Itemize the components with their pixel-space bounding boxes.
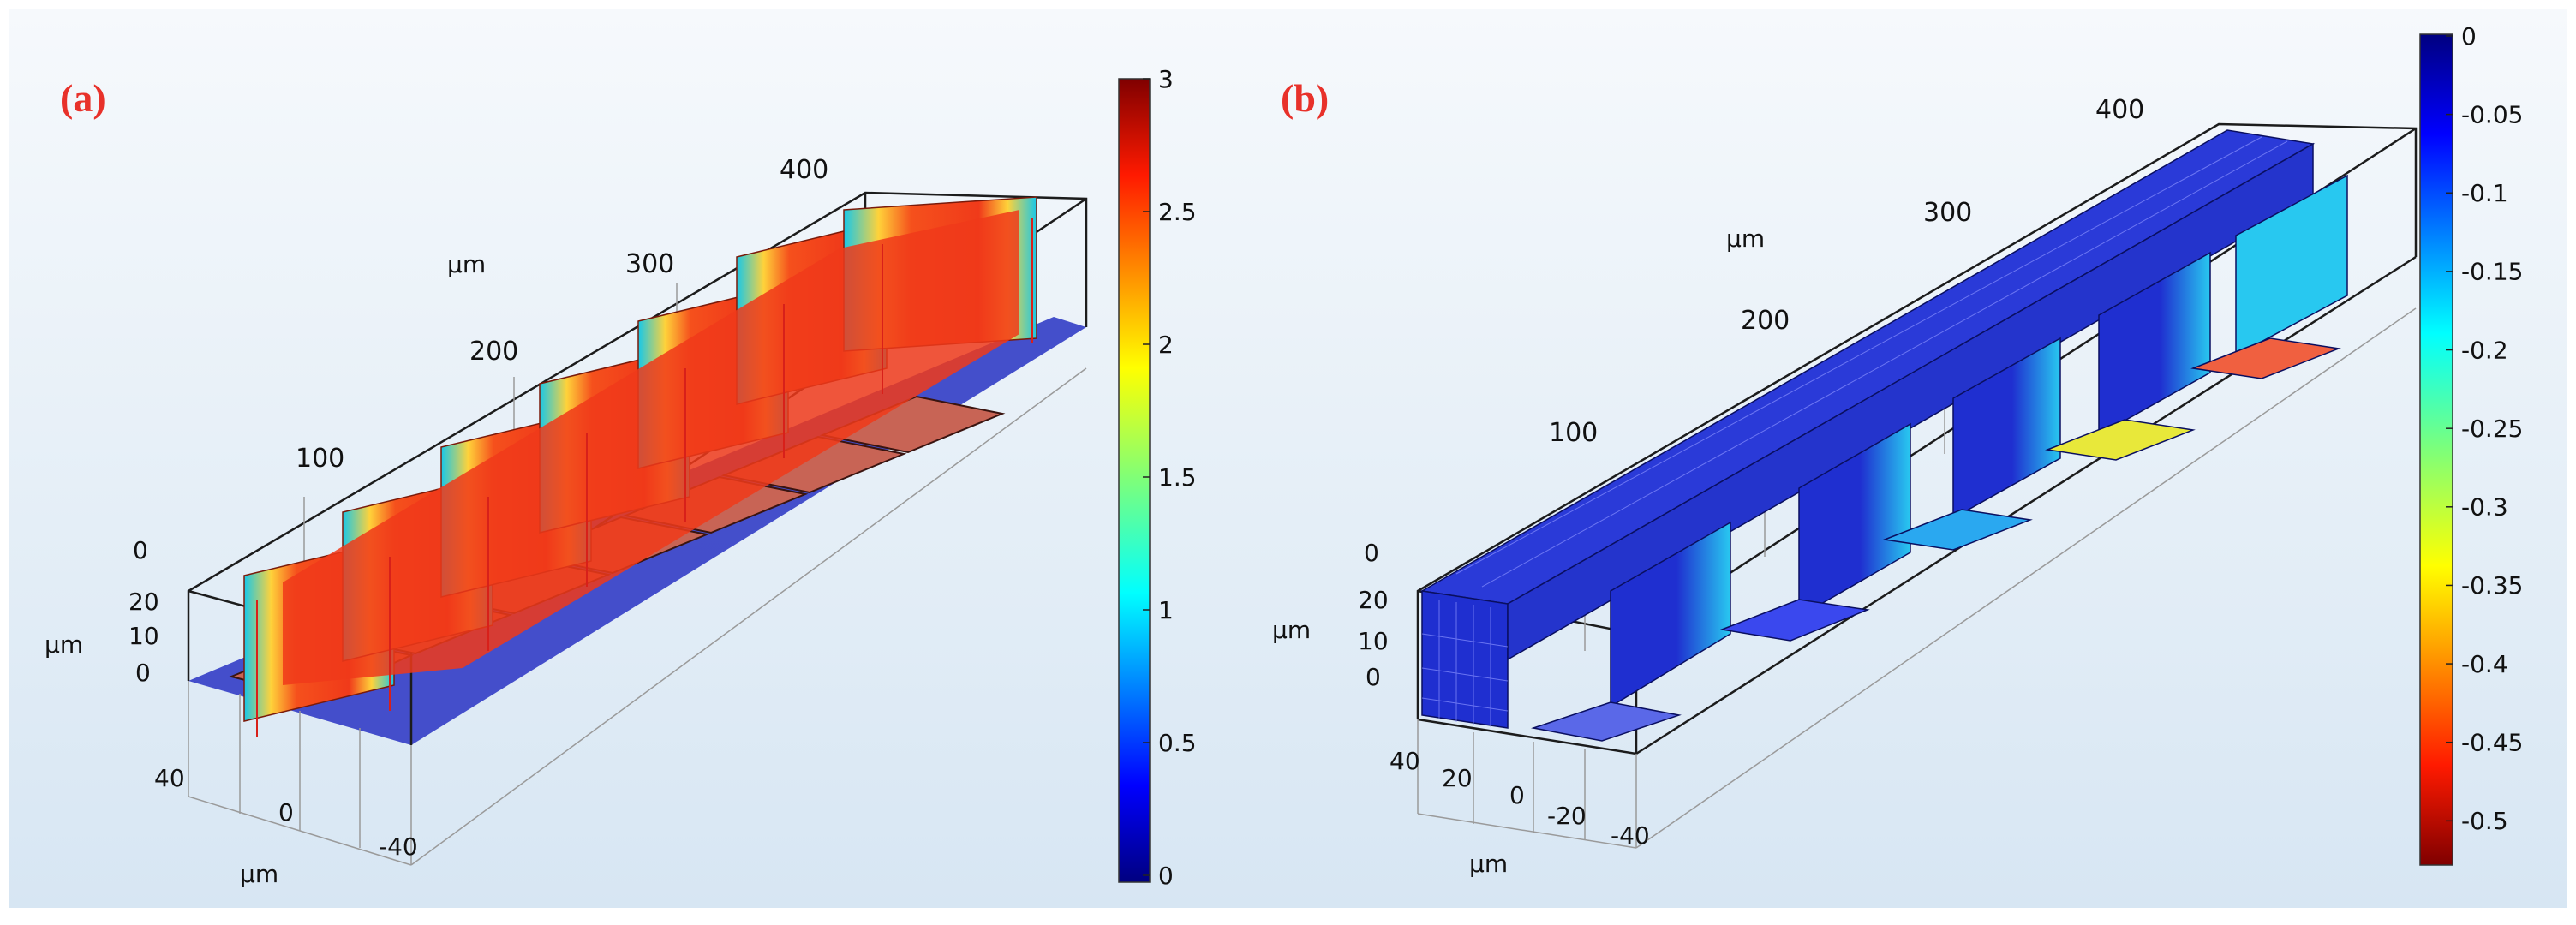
colorbar-tick-label: 0.5: [1158, 729, 1197, 757]
colorbar-tick-label: -0.3: [2461, 493, 2508, 522]
panel-b-label: (b): [1281, 76, 1329, 120]
fin: [2098, 251, 2211, 437]
panel-b-blocks: [1419, 129, 2316, 729]
colorbar-tick-label: 1.5: [1158, 463, 1197, 492]
colorbar-tick-label: 1: [1158, 596, 1174, 624]
colorbar-tick-label: -0.25: [2461, 415, 2523, 443]
panel-b-width-tick: -20: [1547, 802, 1587, 830]
panel-b-length-tick: 200: [1741, 306, 1790, 336]
panel-a-height-tick: 0: [135, 659, 151, 687]
panel-b-colorbar: [2419, 33, 2453, 866]
panel-a-label: (a): [60, 76, 106, 120]
colorbar-tick-label: -0.1: [2461, 179, 2508, 207]
colorbar-tick-label: 2.5: [1158, 198, 1197, 226]
panel-a-colorbar: [1118, 78, 1151, 883]
panel-a-height-tick: 10: [129, 622, 159, 650]
panel-b-width-tick: -40: [1611, 821, 1650, 850]
colorbar-tick-label: 3: [1158, 65, 1174, 93]
panel-b-width-tick: 40: [1390, 747, 1420, 775]
panel-a-field: [283, 210, 1019, 685]
panel-b-width-unit: μm: [1469, 850, 1508, 878]
panel-a-width-unit: μm: [240, 860, 278, 888]
colorbar-tick-label: -0.4: [2461, 650, 2508, 678]
figure-background: [9, 9, 2567, 908]
panel-b-height-top-tick: 0: [1364, 539, 1379, 567]
panel-a-width-tick: 0: [278, 798, 294, 827]
panel-b-length-tick: 100: [1549, 418, 1598, 448]
panel-b-height-unit: μm: [1272, 616, 1311, 644]
panel-a: (a): [45, 65, 1197, 890]
fin: [1610, 521, 1731, 708]
colorbar-tick-label: -0.2: [2461, 336, 2508, 364]
panel-b-length-unit: μm: [1726, 224, 1765, 253]
panel-a-length-tick: 100: [296, 444, 344, 474]
panel-a-height-tick: 20: [129, 588, 159, 616]
panel-a-width-tick: 40: [154, 764, 185, 792]
fin: [1952, 337, 2061, 520]
panel-b-height-tick: 0: [1366, 663, 1381, 691]
fin: [2235, 174, 2348, 357]
panel-b-width-tick: 0: [1509, 781, 1525, 809]
fin: [1798, 422, 1911, 618]
panel-b-height-tick: 20: [1358, 586, 1389, 614]
panel-a-height-top-tick: 0: [133, 536, 148, 564]
panel-a-arrows: [256, 218, 1033, 737]
panel-a-colorbar-ticks: 3 2.5 2 1.5 1 0.5 0: [1143, 65, 1197, 890]
panel-a-length-tick: 200: [469, 337, 518, 367]
panel-b-length-tick: 300: [1923, 198, 1972, 228]
panel-a-length-tick: 400: [780, 155, 828, 185]
panel-a-height-unit: μm: [45, 630, 83, 659]
colorbar-tick-label: -0.05: [2461, 100, 2523, 128]
colorbar-tick-label: 2: [1158, 331, 1174, 359]
colorbar-tick-label: -0.15: [2461, 258, 2523, 286]
panel-b-block-grid: [1421, 136, 2288, 727]
colorbar-tick-label: -0.45: [2461, 729, 2523, 757]
panel-a-width-tick: -40: [379, 832, 418, 861]
panel-b-slabs: [1531, 337, 2341, 742]
panel-b-width-tick: 20: [1442, 764, 1473, 792]
panel-a-length-tick: 300: [625, 249, 674, 279]
panel-b-fins: [1610, 174, 2348, 708]
colorbar-tick-label: -0.5: [2461, 807, 2508, 835]
panel-a-length-unit: μm: [447, 250, 486, 278]
panel-b: (b): [1272, 22, 2523, 878]
colorbar-tick-label: -0.35: [2461, 571, 2523, 600]
panel-b-height-tick: 10: [1358, 627, 1389, 655]
colorbar-tick-label: 0: [2461, 22, 2477, 51]
colorbar-tick-label: 0: [1158, 862, 1174, 890]
panel-b-length-tick: 400: [2095, 95, 2144, 125]
panel-b-colorbar-ticks: 0 -0.05 -0.1 -0.15 -0.2 -0.25 -0.3 -0.35 -0.4 -0.…: [2446, 22, 2523, 835]
